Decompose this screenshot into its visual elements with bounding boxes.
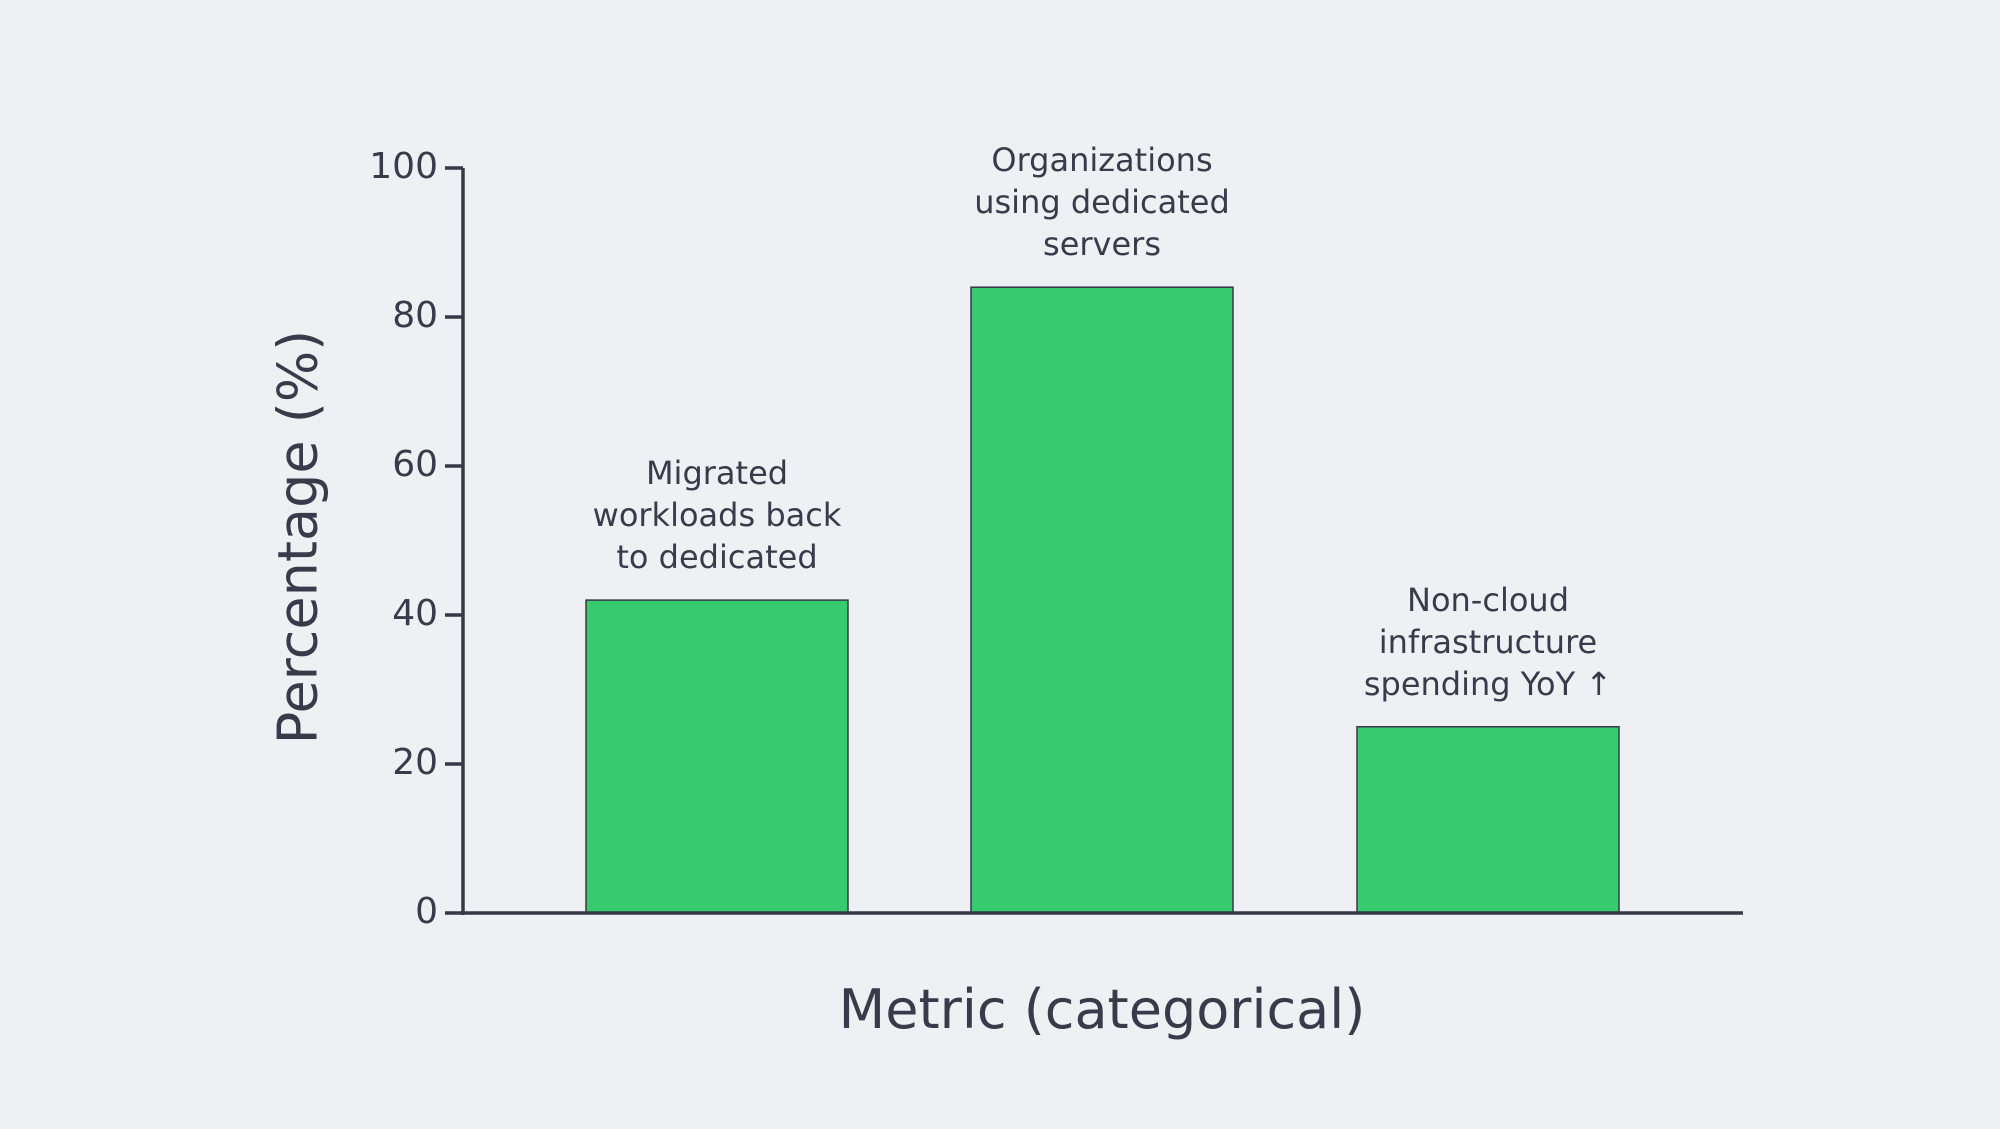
y-tick-label: 0 <box>415 891 438 932</box>
bar-annotation: Non-cloud infrastructure spending YoY ↑ <box>1318 579 1658 705</box>
bar <box>970 286 1234 914</box>
y-axis-label: Percentage (%) <box>266 329 330 745</box>
y-tick-label: 80 <box>392 295 438 336</box>
bar <box>585 599 849 914</box>
bar-annotation: Organizations using dedicated servers <box>932 139 1272 265</box>
bar-annotation-line: infrastructure <box>1378 622 1598 661</box>
bar <box>1356 726 1620 914</box>
bar-annotation-line: to dedicated <box>616 538 818 577</box>
y-tick-label: 60 <box>392 444 438 485</box>
bar-annotation-line: servers <box>1043 225 1161 264</box>
y-tick-label: 100 <box>369 146 438 187</box>
bar-annotation: Migrated workloads back to dedicated <box>547 452 887 578</box>
y-tick-label: 20 <box>392 742 438 783</box>
bar-annotation-line: spending YoY ↑ <box>1363 664 1613 703</box>
bar-annotation-line: Organizations <box>991 141 1213 180</box>
bar-annotation-line: Migrated <box>645 454 789 493</box>
x-axis-label: Metric (categorical) <box>838 978 1366 1041</box>
bar-annotation-line: using dedicated <box>974 183 1230 222</box>
bar-annotation-line: workloads back <box>592 496 842 535</box>
y-tick-label: 40 <box>392 593 438 634</box>
bar-annotation-line: Non-cloud <box>1407 580 1569 619</box>
